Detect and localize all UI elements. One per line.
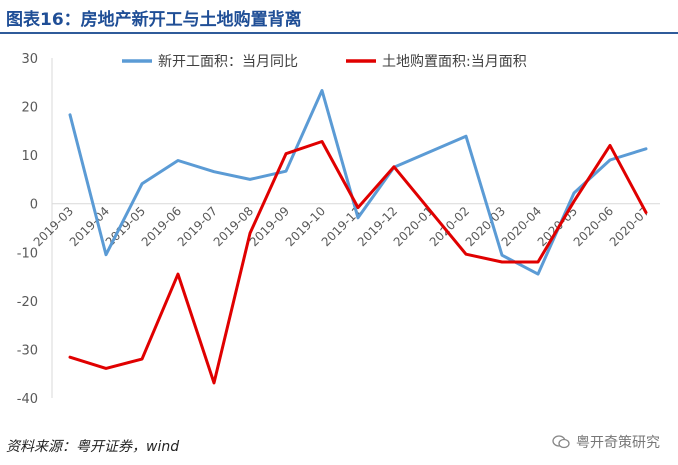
legend-label-2: 土地购置面积:当月面积 [382,54,527,70]
wechat-icon [552,435,570,449]
chart-title: 图表16：房地产新开工与土地购置背离 [6,10,302,30]
title-bar: 图表16：房地产新开工与土地购置背离 [0,0,678,34]
series-line-1 [68,89,648,276]
line-chart: 3020100-10-20-30-402019-032019-042019-05… [17,52,660,407]
y-tick-label: 0 [30,198,38,213]
y-tick-label: -10 [17,246,38,261]
chart-area: 30 20 10 0 -10 -20 -30 -40 2019-03 2019-04 2019-05… [0,36,678,426]
source-note: 资料来源：粤开证券，wind [6,439,180,455]
watermark-text: 粤开奇策研究 [576,435,660,451]
y-tick-label: -40 [17,392,38,407]
series-line-2 [68,140,648,385]
y-tick-label: 10 [21,149,38,164]
watermark: 粤开奇策研究 [552,432,660,452]
y-tick-label: -30 [17,343,38,358]
y-tick-label: 20 [21,101,38,116]
legend-label-1: 新开工面积：当月同比 [158,54,298,70]
y-tick-label: 30 [21,52,38,67]
y-tick-label: -20 [17,295,38,310]
